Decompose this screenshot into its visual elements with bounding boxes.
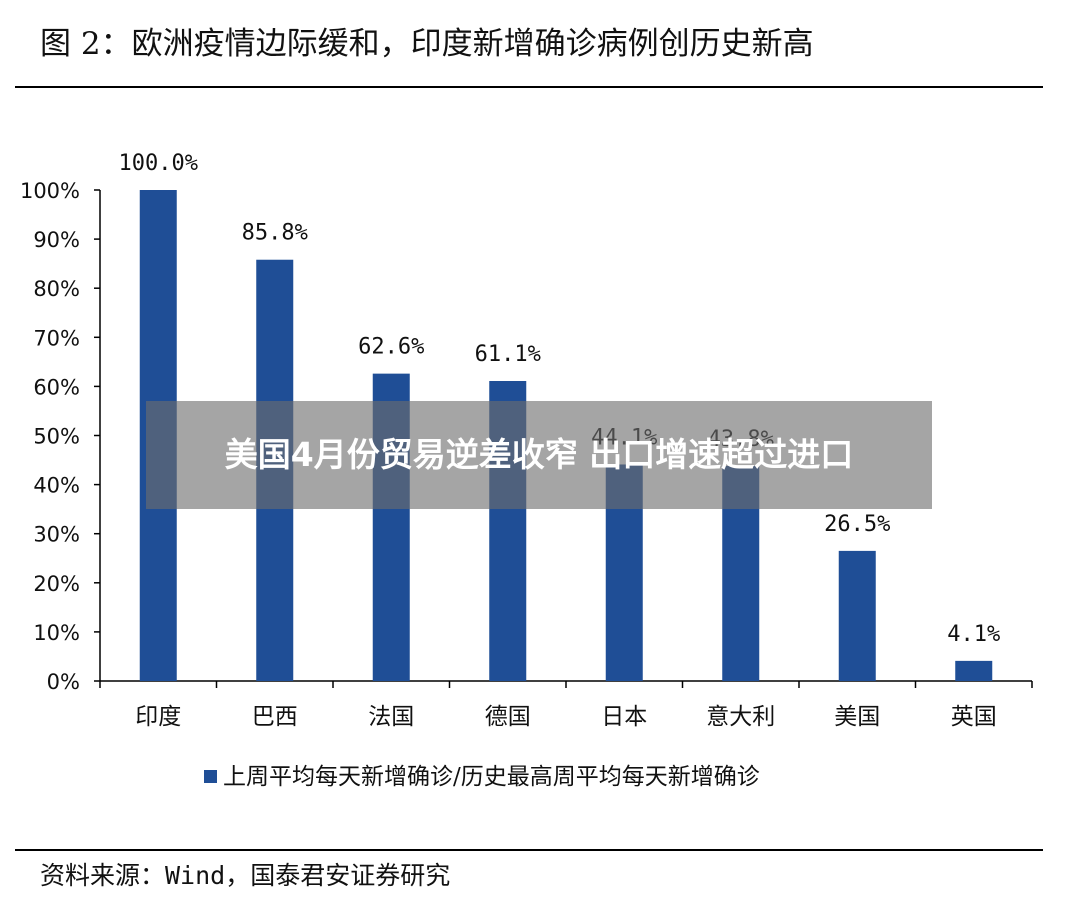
data-label: 61.1% xyxy=(475,342,541,367)
x-tick-label: 德国 xyxy=(485,704,531,730)
data-label: 26.5% xyxy=(824,512,890,537)
data-label: 100.0% xyxy=(119,151,198,176)
legend: 上周平均每天新增确诊/历史最高周平均每天新增确诊 xyxy=(204,764,760,790)
y-tick-label: 0% xyxy=(47,670,80,694)
source-note: 资料来源：Wind，国泰君安证券研究 xyxy=(40,861,451,890)
y-tick-label: 50% xyxy=(33,425,80,449)
x-tick-label: 印度 xyxy=(135,704,181,730)
top-rule xyxy=(15,86,1043,88)
y-tick-label: 100% xyxy=(20,179,80,203)
x-tick-label: 美国 xyxy=(834,704,880,730)
data-label: 62.6% xyxy=(358,335,424,360)
x-tick-label: 意大利 xyxy=(706,704,775,730)
data-label: 85.8% xyxy=(242,221,308,246)
y-tick-label: 90% xyxy=(33,228,80,252)
legend-label: 上周平均每天新增确诊/历史最高周平均每天新增确诊 xyxy=(223,764,760,790)
y-tick-label: 30% xyxy=(33,523,80,547)
y-tick-label: 40% xyxy=(33,474,80,498)
y-tick-label: 80% xyxy=(33,277,80,301)
legend-swatch xyxy=(204,770,217,783)
y-tick-label: 10% xyxy=(33,621,80,645)
x-axis: 印度 巴西 法国 德国 日本 意大利 美国 英国 xyxy=(99,680,1033,730)
caption-text: 美国4月份贸易逆差收窄 出口增速超过进口 xyxy=(224,435,854,474)
data-label: 4.1% xyxy=(947,622,1000,647)
y-tick-label: 60% xyxy=(33,375,80,399)
bar xyxy=(838,550,876,681)
x-tick-label: 英国 xyxy=(951,704,997,730)
y-tick-label: 70% xyxy=(33,326,80,350)
figure-title: 图 2：欧洲疫情边际缓和，印度新增确诊病例创历史新高 xyxy=(40,26,814,62)
y-axis: 0% 10% 20% 30% 40% 50% 60% 70% 80% 90% 100% xyxy=(20,179,101,694)
x-tick-label: 巴西 xyxy=(252,704,298,730)
x-tick-label: 日本 xyxy=(601,704,647,730)
caption-overlay: 美国4月份贸易逆差收窄 出口增速超过进口 xyxy=(146,401,932,509)
x-tick-label: 法国 xyxy=(368,704,414,730)
y-tick-label: 20% xyxy=(33,572,80,596)
bottom-rule xyxy=(15,849,1043,851)
bar xyxy=(955,660,993,681)
